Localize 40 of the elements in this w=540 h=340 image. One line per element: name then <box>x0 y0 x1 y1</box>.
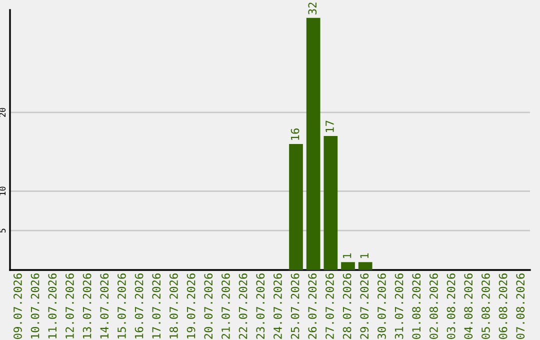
x-tick-label: 31.07.2026 <box>394 273 404 339</box>
x-tick-label: 19.07.2026 <box>186 273 196 338</box>
x-tick-label: 04.08.2026 <box>464 273 473 339</box>
data-label: 1 <box>342 253 352 258</box>
x-tick-label: 16.07.2026 <box>134 273 144 338</box>
x-tick-label: 22.07.2026 <box>238 273 248 339</box>
x-tick-label: 23.07.2026 <box>256 273 265 339</box>
x-tick-label: 28.07.2026 <box>342 273 352 339</box>
data-label: 1 <box>360 253 368 258</box>
x-tick-label: 25.07.2026 <box>290 273 300 339</box>
bar <box>306 18 320 270</box>
x-tick-label: 21.07.2026 <box>222 273 230 339</box>
x-tick-label: 02.08.2026 <box>430 273 438 339</box>
bar <box>341 262 355 270</box>
x-tick-label: 15.07.2026 <box>118 273 126 338</box>
x-tick-label: 20.07.2026 <box>204 273 213 339</box>
data-label: 16 <box>290 128 300 140</box>
x-tick-label: 12.07.2026 <box>66 273 74 338</box>
data-label: 32 <box>308 2 317 14</box>
x-tick-label: 30.07.2026 <box>378 273 386 339</box>
data-label: 17 <box>326 120 334 132</box>
bar <box>289 144 303 270</box>
x-tick-label: 01.08.2026 <box>412 273 421 339</box>
bar <box>358 262 372 270</box>
x-tick-label: 29.07.2026 <box>360 273 369 339</box>
x-tick-label: 05.08.2026 <box>482 273 490 339</box>
x-tick-label: 07.08.2026 <box>516 273 525 339</box>
x-tick-label: 06.08.2026 <box>498 273 508 339</box>
x-tick-label: 09.07.2026 <box>14 273 22 339</box>
x-tick-label: 13.07.2026 <box>82 273 92 338</box>
x-tick-label: 14.07.2026 <box>100 273 109 338</box>
x-tick-label: 18.07.2026 <box>170 273 178 338</box>
x-tick-label: 17.07.2026 <box>152 273 161 338</box>
x-tick-label: 27.07.2026 <box>326 273 334 339</box>
x-tick-label: 11.07.2026 <box>48 273 57 338</box>
x-tick-label: 10.07.2026 <box>30 273 40 338</box>
x-tick-label: 26.07.2026 <box>308 273 317 339</box>
x-tick-label: 03.08.2026 <box>446 273 456 339</box>
x-tick-label: 24.07.2026 <box>274 273 282 339</box>
bar <box>324 136 338 270</box>
